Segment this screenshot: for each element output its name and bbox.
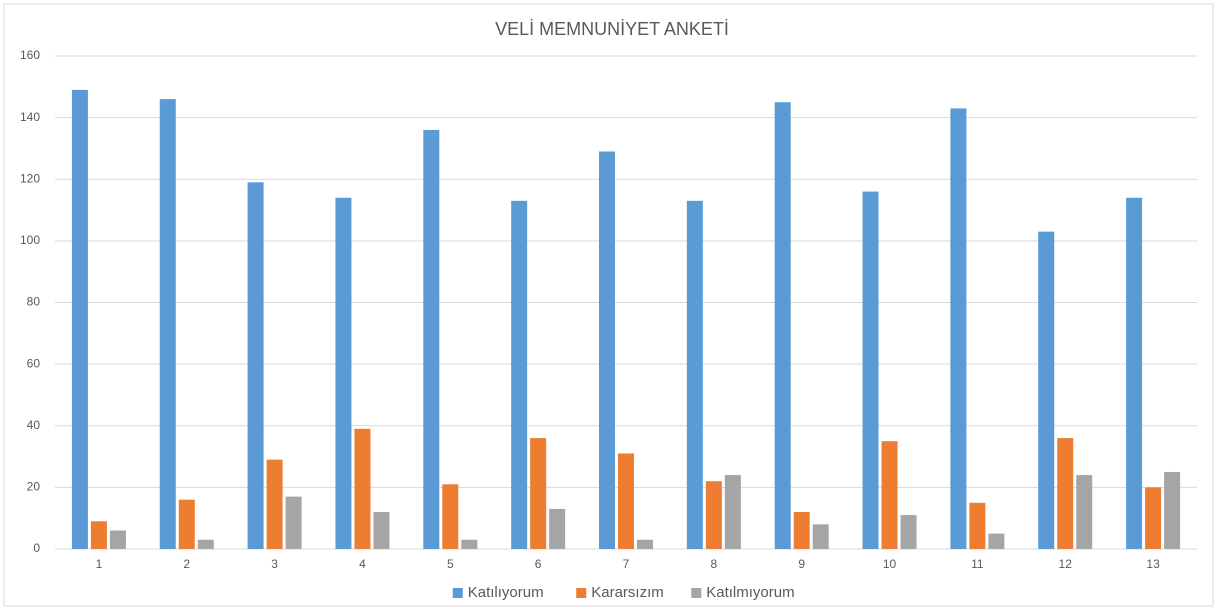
bar <box>1076 475 1093 549</box>
bar <box>90 521 107 549</box>
bar <box>637 539 653 549</box>
bar <box>1126 197 1143 550</box>
legend-label: Katılmıyorum <box>706 584 794 601</box>
bar <box>988 533 1005 549</box>
y-tick-label: 60 <box>27 356 41 370</box>
y-tick-label: 140 <box>20 110 40 124</box>
x-tick-label: 1 <box>96 557 103 571</box>
bar <box>109 530 126 549</box>
x-tick-label: 10 <box>883 557 897 571</box>
bar <box>1164 471 1181 549</box>
bar <box>461 539 478 549</box>
bar <box>950 108 967 549</box>
y-tick-label: 160 <box>20 48 40 62</box>
bar <box>530 438 547 549</box>
bar <box>159 99 176 549</box>
bar <box>511 200 528 549</box>
x-tick-label: 13 <box>1146 557 1160 571</box>
bar <box>71 89 88 550</box>
bar <box>197 539 214 549</box>
bar <box>686 200 703 549</box>
y-tick-label: 0 <box>33 541 40 555</box>
bar <box>423 129 440 549</box>
bar <box>812 524 829 549</box>
bar <box>881 441 898 549</box>
legend-label: Kararsızım <box>591 584 664 601</box>
y-tick-label: 120 <box>20 171 40 185</box>
bar <box>178 499 195 549</box>
bar <box>969 502 986 549</box>
x-tick-label: 5 <box>447 557 454 571</box>
legend-swatch <box>576 588 587 598</box>
bar <box>862 191 879 549</box>
bar <box>724 475 741 549</box>
x-tick-label: 11 <box>971 557 984 571</box>
x-tick-label: 2 <box>183 557 190 571</box>
x-tick-label: 12 <box>1059 557 1073 571</box>
bar <box>266 459 283 549</box>
x-tick-label: 6 <box>535 557 542 571</box>
x-tick-label: 8 <box>711 557 718 571</box>
legend-swatch <box>691 588 702 598</box>
bar <box>335 197 352 550</box>
bar <box>618 453 634 549</box>
bar <box>354 428 371 549</box>
bar <box>442 484 459 549</box>
legend-swatch <box>452 588 463 598</box>
x-tick-label: 7 <box>623 557 630 571</box>
bar <box>373 512 390 549</box>
bar <box>247 182 264 550</box>
x-tick-label: 9 <box>798 557 805 571</box>
x-tick-label: 3 <box>271 557 278 571</box>
y-tick-label: 80 <box>27 295 41 309</box>
bar <box>793 512 810 549</box>
bar <box>549 508 566 549</box>
x-tick-label: 4 <box>359 557 366 571</box>
y-tick-label: 40 <box>27 418 41 432</box>
bar <box>774 102 791 549</box>
legend-label: Katılıyorum <box>468 584 544 601</box>
y-tick-label: 20 <box>27 480 41 494</box>
chart-title: VELİ MEMNUNİYET ANKETİ <box>495 19 729 39</box>
bar <box>1038 231 1055 549</box>
bar <box>705 481 722 549</box>
bar <box>599 151 615 550</box>
y-tick-label: 100 <box>20 233 40 247</box>
bar <box>285 496 302 549</box>
bar <box>1057 438 1074 549</box>
bar <box>900 515 917 549</box>
bar <box>1145 487 1162 549</box>
